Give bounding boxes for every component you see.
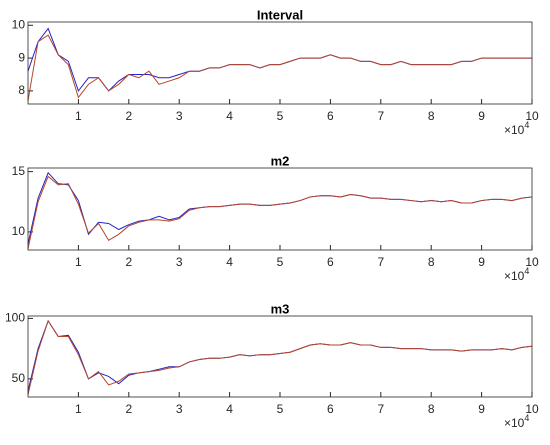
x-tick-label: 10 xyxy=(525,402,539,416)
x-tick-label: 6 xyxy=(327,255,334,269)
x-tick-label: 1 xyxy=(75,109,82,123)
x-tick-label: 5 xyxy=(277,402,284,416)
x-tick-label: 9 xyxy=(478,109,485,123)
x-tick-label: 8 xyxy=(428,255,435,269)
x-exponent: ×104 xyxy=(504,120,529,137)
y-tick-label: 15 xyxy=(12,164,26,178)
x-exponent-power: 4 xyxy=(524,120,529,130)
x-tick-label: 3 xyxy=(176,109,183,123)
x-tick-label: 9 xyxy=(478,402,485,416)
y-tick-label: 10 xyxy=(12,224,26,238)
subplot-title: Interval xyxy=(257,7,303,22)
x-tick-label: 2 xyxy=(125,109,132,123)
x-tick-label: 4 xyxy=(226,255,233,269)
x-tick-label: 10 xyxy=(525,109,539,123)
x-tick-label: 4 xyxy=(226,109,233,123)
x-exponent: ×104 xyxy=(504,413,529,430)
axes-background xyxy=(28,316,532,397)
x-tick-label: 4 xyxy=(226,402,233,416)
x-exponent-power: 4 xyxy=(524,413,529,423)
x-tick-label: 7 xyxy=(377,402,384,416)
axes-background xyxy=(28,168,532,250)
axes-box xyxy=(27,21,533,105)
series-line xyxy=(27,175,533,249)
y-tick-label: 9 xyxy=(18,50,25,64)
series-line xyxy=(27,319,533,395)
x-tick-label: 9 xyxy=(478,255,485,269)
series-line xyxy=(27,34,532,101)
x-tick-label: 2 xyxy=(125,402,132,416)
x-tick-label: 5 xyxy=(277,109,284,123)
x-exponent: ×104 xyxy=(504,266,529,283)
x-tick-label: 7 xyxy=(377,109,384,123)
x-tick-label: 1 xyxy=(75,402,82,416)
y-tick-label: 100 xyxy=(5,311,25,325)
x-tick-label: 7 xyxy=(377,255,384,269)
x-tick-label: 8 xyxy=(428,109,435,123)
y-tick-label: 10 xyxy=(12,17,26,31)
x-tick-label: 6 xyxy=(327,402,334,416)
subplot-title: m2 xyxy=(271,153,290,168)
subplot-title: m3 xyxy=(271,301,290,316)
axes-box xyxy=(27,167,533,251)
y-tick-label: 50 xyxy=(12,371,26,385)
x-exponent-base: ×10 xyxy=(504,416,525,430)
x-tick-label: 3 xyxy=(176,255,183,269)
x-exponent-base: ×10 xyxy=(504,269,525,283)
x-tick-label: 8 xyxy=(428,402,435,416)
x-tick-label: 6 xyxy=(327,109,334,123)
x-tick-label: 1 xyxy=(75,255,82,269)
x-tick-label: 5 xyxy=(277,255,284,269)
x-tick-label: 3 xyxy=(176,402,183,416)
y-tick-label: 8 xyxy=(18,83,25,97)
x-tick-label: 10 xyxy=(525,255,539,269)
x-tick-label: 2 xyxy=(125,255,132,269)
axes-box xyxy=(27,315,533,398)
axes-background xyxy=(28,22,532,104)
x-exponent-power: 4 xyxy=(524,266,529,276)
x-exponent-base: ×10 xyxy=(504,123,525,137)
